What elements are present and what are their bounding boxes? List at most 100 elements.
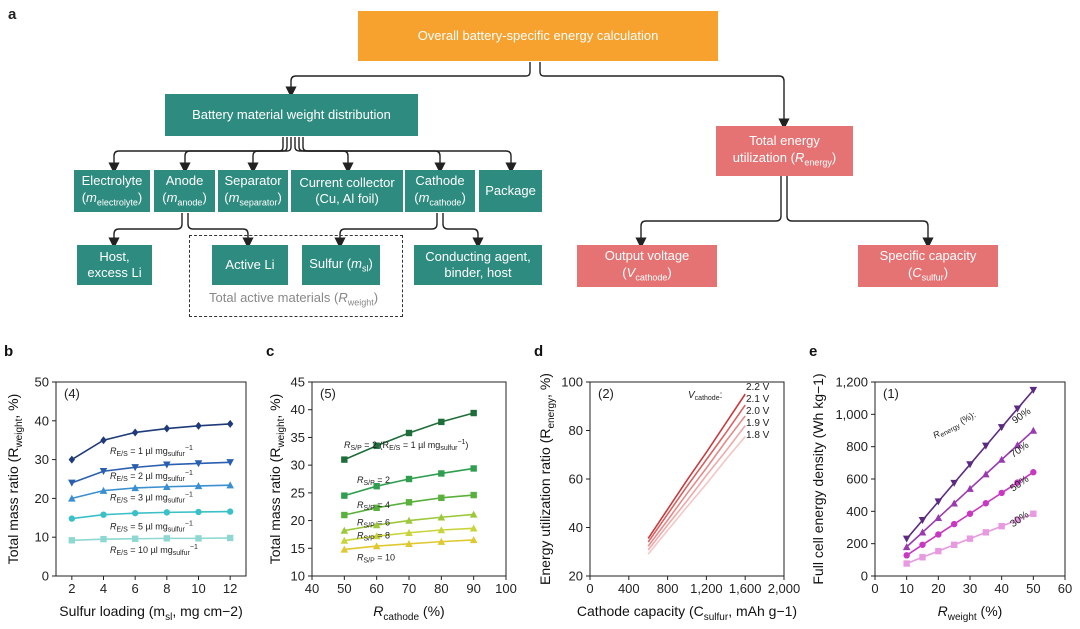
data-point bbox=[437, 526, 446, 534]
conducting-line2: binder, host bbox=[444, 265, 512, 280]
series-line bbox=[71, 537, 231, 542]
series-2 bbox=[903, 469, 1037, 559]
series-line bbox=[344, 412, 474, 461]
series-1 bbox=[341, 465, 477, 499]
y-tick-label: 30 bbox=[35, 452, 49, 467]
sulfur-label: Sulfur (msl) bbox=[309, 255, 373, 274]
x-axis-label: Cathode capacity (Csulfur, mAh g−1) bbox=[577, 603, 797, 623]
data-point bbox=[163, 461, 171, 469]
x-axis-label: Rcathode (%) bbox=[373, 603, 444, 623]
x-tick-label: 12 bbox=[223, 581, 237, 596]
output-voltage-box: Output voltage (Vcathode) bbox=[577, 245, 717, 287]
series-label: RS/P = 8 bbox=[357, 530, 390, 542]
series-4 bbox=[340, 524, 478, 544]
series-2 bbox=[647, 415, 746, 547]
x-tick-label: 20 bbox=[931, 581, 945, 596]
series-line bbox=[71, 484, 231, 500]
y-tick-label: 800 bbox=[846, 439, 868, 454]
series-label: 70% bbox=[1008, 440, 1031, 461]
total-energy-box: Total energy utilization (Renergy) bbox=[716, 126, 853, 176]
data-point bbox=[966, 461, 974, 469]
data-point bbox=[982, 442, 990, 450]
panel-letter-c: c bbox=[266, 343, 274, 360]
data-point bbox=[1014, 516, 1021, 524]
electrolyte-box: Electrolyte (melectrolyte) bbox=[74, 170, 150, 212]
data-point bbox=[469, 536, 478, 544]
series-label: RS/P = 6 bbox=[357, 518, 390, 530]
data-point bbox=[68, 455, 76, 464]
data-point bbox=[1029, 386, 1038, 394]
data-point bbox=[1013, 405, 1022, 413]
data-point bbox=[373, 504, 380, 512]
data-point bbox=[68, 479, 76, 487]
data-point bbox=[405, 499, 413, 506]
series-4 bbox=[68, 534, 234, 544]
anode-label: Anode bbox=[165, 173, 204, 189]
voltage-line2: (Vcathode) bbox=[622, 264, 672, 283]
series-5 bbox=[340, 536, 478, 553]
data-point bbox=[966, 510, 974, 517]
panel-equation-tag: (2) bbox=[598, 386, 614, 401]
series-label: RS/P = 10 bbox=[357, 553, 395, 565]
x-tick-label: 30 bbox=[963, 581, 977, 596]
x-tick-label: 60 bbox=[1058, 581, 1072, 596]
series-3 bbox=[340, 510, 478, 534]
y-tick-label: 40 bbox=[569, 520, 583, 535]
package-box: Package bbox=[479, 170, 542, 212]
x-tick-label: 2 bbox=[68, 581, 75, 596]
series-3 bbox=[647, 425, 746, 551]
specific-capacity-box: Specific capacity (Csulfur) bbox=[858, 245, 998, 287]
data-point bbox=[437, 537, 446, 545]
data-point bbox=[131, 428, 139, 437]
series-label: RS/P = 2 (RE/S = 1 µl mgsulfur−1) bbox=[344, 439, 468, 452]
series-label: 50% bbox=[1008, 474, 1031, 495]
y-tick-label: 25 bbox=[291, 485, 305, 500]
cathode-label: Cathode bbox=[415, 173, 465, 189]
plot-frame bbox=[55, 381, 247, 577]
y-tick-label: 200 bbox=[846, 536, 868, 551]
x-tick-label: 40 bbox=[994, 581, 1008, 596]
data-point bbox=[1030, 510, 1037, 517]
series-0 bbox=[902, 386, 1038, 543]
x-tick-label: 4 bbox=[100, 581, 107, 596]
series-label: RE/S = 10 µl mgsulfur−1 bbox=[110, 544, 198, 557]
series-label: RE/S = 5 µl mgsulfur−1 bbox=[110, 521, 193, 534]
data-point bbox=[131, 464, 139, 472]
series-line bbox=[647, 393, 746, 539]
anode-box: Anode (manode) bbox=[154, 170, 215, 212]
panel-equation-tag: (1) bbox=[883, 386, 899, 401]
data-point bbox=[99, 486, 108, 494]
package-label: Package bbox=[485, 182, 536, 198]
data-point bbox=[950, 479, 958, 487]
series-line bbox=[647, 436, 746, 555]
x-tick-label: 10 bbox=[191, 581, 205, 596]
data-point bbox=[68, 515, 76, 522]
collector-label: Current collector bbox=[299, 174, 395, 190]
chart-e: e0 10 20 30 40 50 6002004006008001,0001,200Rwe… bbox=[809, 343, 1072, 623]
y-tick-label: 10 bbox=[291, 569, 305, 584]
data-point bbox=[405, 540, 413, 548]
series-1 bbox=[68, 459, 234, 487]
data-point bbox=[997, 455, 1006, 463]
series-3 bbox=[68, 508, 234, 522]
data-point bbox=[1014, 479, 1021, 486]
data-point bbox=[903, 552, 910, 559]
series-2 bbox=[68, 481, 234, 502]
legend-entry: 2.0 V bbox=[746, 406, 770, 417]
weight-distribution-label: Battery material weight distribution bbox=[192, 106, 391, 122]
total-energy-line2: utilization (Renergy) bbox=[732, 149, 837, 168]
y-tick-label: 0 bbox=[42, 569, 49, 584]
data-point bbox=[195, 508, 202, 516]
data-point bbox=[373, 442, 380, 449]
data-point bbox=[68, 494, 76, 502]
data-point bbox=[437, 513, 446, 521]
data-point bbox=[469, 524, 478, 532]
data-point bbox=[226, 534, 234, 542]
series-0 bbox=[647, 393, 746, 539]
data-point bbox=[341, 492, 348, 499]
data-point bbox=[998, 523, 1005, 530]
x-tick-label: 100 bbox=[495, 581, 517, 596]
data-point bbox=[100, 436, 107, 445]
separator-box: Separator (mseparator) bbox=[218, 170, 288, 212]
overall-energy-label: Overall battery-specific energy calculat… bbox=[417, 27, 659, 43]
